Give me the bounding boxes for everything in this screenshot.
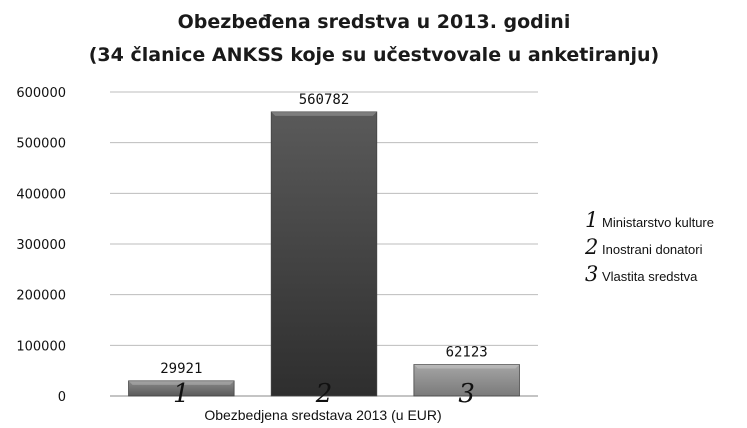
legend-item: 1 Ministarstvo kulture (585, 208, 714, 232)
data-label: 560782 (299, 92, 350, 108)
legend: 1 Ministarstvo kulture 2 Inostrani donatori… (584, 208, 714, 286)
y-tick-label: 300000 (16, 238, 66, 253)
bar (413, 364, 520, 397)
category-labels: 1 2 3 (173, 379, 475, 409)
category-number: 1 (173, 379, 190, 409)
bar (128, 380, 235, 397)
chart-title-line2: (34 članice ANKSS koje su učestvovale u … (89, 44, 660, 66)
bar-top-bevel (128, 380, 235, 385)
data-labels: 29921 560782 62123 (160, 92, 487, 377)
legend-item: 3 Vlastita sredstva (585, 262, 698, 286)
category-number: 3 (458, 379, 475, 409)
legend-item: 2 Inostrani donatori (584, 235, 703, 259)
y-tick-label: 100000 (16, 339, 66, 354)
legend-label: Inostrani donatori (602, 242, 703, 257)
chart-title-line1: Obezbeđena sredstva u 2013. godini (178, 11, 571, 33)
bar-body (128, 380, 235, 397)
data-label: 29921 (160, 361, 202, 377)
legend-number: 3 (585, 262, 598, 286)
legend-number: 2 (584, 235, 598, 259)
bar-top-bevel (271, 111, 377, 116)
legend-label: Ministarstvo kulture (602, 215, 714, 230)
bar (270, 111, 378, 397)
y-tick-label: 0 (58, 390, 66, 405)
data-label: 62123 (446, 345, 488, 361)
x-axis-label: Obezbedjena sredstava 2013 (u EUR) (204, 407, 441, 423)
y-axis-ticks: 0 100000 200000 300000 400000 500000 600000 (16, 86, 66, 405)
bar-top-bevel (413, 364, 520, 369)
y-tick-label: 600000 (16, 86, 66, 101)
y-tick-label: 400000 (16, 187, 66, 202)
legend-label: Vlastita sredstva (602, 269, 698, 284)
y-tick-label: 200000 (16, 289, 66, 304)
bar-body (413, 364, 520, 397)
bars (128, 111, 520, 397)
legend-number: 1 (585, 208, 598, 232)
y-tick-label: 500000 (16, 137, 66, 152)
bar-body (270, 111, 378, 397)
category-number: 2 (315, 379, 333, 409)
